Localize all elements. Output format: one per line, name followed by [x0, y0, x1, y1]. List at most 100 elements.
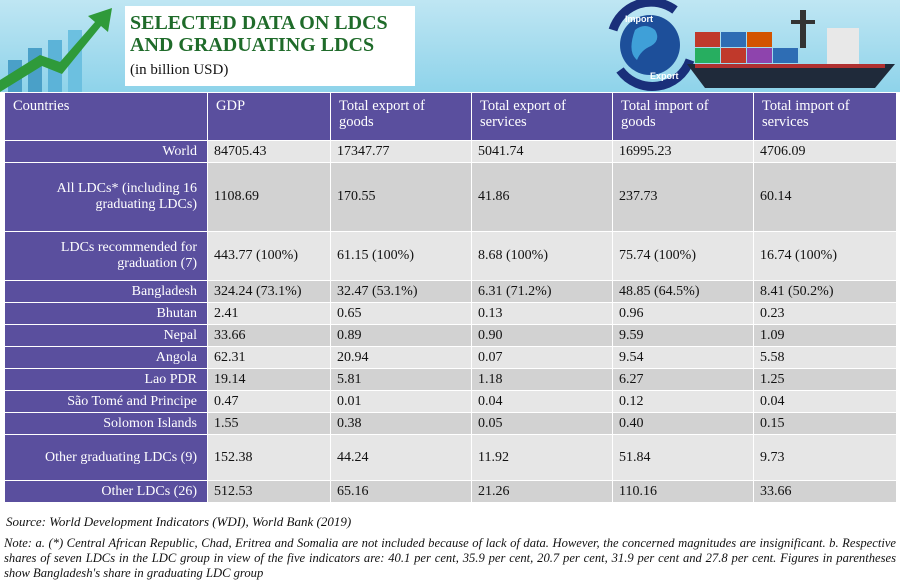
table-row: Angola 62.31 20.94 0.07 9.54 5.58 — [4, 346, 897, 369]
table-row: Nepal 33.66 0.89 0.90 9.59 1.09 — [4, 324, 897, 347]
table-row: Other graduating LDCs (9) 152.38 44.24 1… — [4, 434, 897, 481]
export-label: Export — [650, 71, 679, 81]
value-cell: 0.90 — [471, 324, 613, 347]
value-cell: 41.86 — [471, 162, 613, 232]
value-cell: 8.68 (100%) — [471, 231, 613, 281]
column-header: Total export of services — [471, 92, 613, 141]
value-cell: 0.15 — [753, 412, 897, 435]
cargo-ship-icon: Import Export — [608, 0, 895, 91]
page-subtitle: (in billion USD) — [130, 62, 229, 78]
table-header-row: Countries GDP Total export of goods Tota… — [4, 92, 897, 141]
table-row: All LDCs* (including 16 graduating LDCs)… — [4, 162, 897, 232]
value-cell: 0.05 — [471, 412, 613, 435]
value-cell: 1108.69 — [207, 162, 331, 232]
value-cell: 0.13 — [471, 302, 613, 325]
value-cell: 17347.77 — [330, 140, 472, 163]
source-note: Source: World Development Indicators (WD… — [6, 514, 352, 529]
country-cell: Other graduating LDCs (9) — [4, 434, 208, 481]
value-cell: 0.40 — [612, 412, 754, 435]
column-header: Total import of goods — [612, 92, 754, 141]
value-cell: 5041.74 — [471, 140, 613, 163]
value-cell: 33.66 — [753, 480, 897, 503]
value-cell: 170.55 — [330, 162, 472, 232]
value-cell: 1.18 — [471, 368, 613, 391]
column-header: Total import of services — [753, 92, 897, 141]
value-cell: 0.04 — [753, 390, 897, 413]
country-cell: Solomon Islands — [4, 412, 208, 435]
country-cell: LDCs recommended for graduation (7) — [4, 231, 208, 281]
value-cell: 110.16 — [612, 480, 754, 503]
value-cell: 5.58 — [753, 346, 897, 369]
table-row: Solomon Islands 1.55 0.38 0.05 0.40 0.15 — [4, 412, 897, 435]
value-cell: 19.14 — [207, 368, 331, 391]
value-cell: 0.07 — [471, 346, 613, 369]
value-cell: 512.53 — [207, 480, 331, 503]
value-cell: 6.27 — [612, 368, 754, 391]
table-row: LDCs recommended for graduation (7) 443.… — [4, 231, 897, 281]
value-cell: 20.94 — [330, 346, 472, 369]
value-cell: 75.74 (100%) — [612, 231, 754, 281]
value-cell: 44.24 — [330, 434, 472, 481]
value-cell: 51.84 — [612, 434, 754, 481]
column-header: GDP — [207, 92, 331, 141]
country-cell: Bangladesh — [4, 280, 208, 303]
value-cell: 9.54 — [612, 346, 754, 369]
value-cell: 8.41 (50.2%) — [753, 280, 897, 303]
column-header: Total export of goods — [330, 92, 472, 141]
header-banner: SELECTED DATA ON LDCS AND GRADUATING LDC… — [0, 0, 900, 92]
import-label: Import — [625, 14, 653, 24]
value-cell: 2.41 — [207, 302, 331, 325]
country-cell: Lao PDR — [4, 368, 208, 391]
country-cell: All LDCs* (including 16 graduating LDCs) — [4, 162, 208, 232]
table-row: Bangladesh 324.24 (73.1%) 32.47 (53.1%) … — [4, 280, 897, 303]
table-row: Bhutan 2.41 0.65 0.13 0.96 0.23 — [4, 302, 897, 325]
value-cell: 0.89 — [330, 324, 472, 347]
value-cell: 237.73 — [612, 162, 754, 232]
value-cell: 0.01 — [330, 390, 472, 413]
value-cell: 443.77 (100%) — [207, 231, 331, 281]
value-cell: 0.65 — [330, 302, 472, 325]
value-cell: 21.26 — [471, 480, 613, 503]
value-cell: 0.12 — [612, 390, 754, 413]
column-header: Countries — [4, 92, 208, 141]
title-box: SELECTED DATA ON LDCS AND GRADUATING LDC… — [125, 6, 415, 86]
value-cell: 9.73 — [753, 434, 897, 481]
country-cell: Angola — [4, 346, 208, 369]
value-cell: 16.74 (100%) — [753, 231, 897, 281]
footnote: Note: a. (*) Central African Republic, C… — [4, 536, 896, 580]
country-cell: São Tomé and Principe — [4, 390, 208, 413]
value-cell: 16995.23 — [612, 140, 754, 163]
value-cell: 9.59 — [612, 324, 754, 347]
country-cell: Bhutan — [4, 302, 208, 325]
table-row: Other LDCs (26) 512.53 65.16 21.26 110.1… — [4, 480, 897, 503]
value-cell: 32.47 (53.1%) — [330, 280, 472, 303]
value-cell: 152.38 — [207, 434, 331, 481]
value-cell: 11.92 — [471, 434, 613, 481]
value-cell: 0.04 — [471, 390, 613, 413]
value-cell: 4706.09 — [753, 140, 897, 163]
value-cell: 33.66 — [207, 324, 331, 347]
country-cell: Other LDCs (26) — [4, 480, 208, 503]
value-cell: 6.31 (71.2%) — [471, 280, 613, 303]
value-cell: 0.47 — [207, 390, 331, 413]
ldc-data-table: Countries GDP Total export of goods Tota… — [4, 92, 897, 503]
value-cell: 1.09 — [753, 324, 897, 347]
value-cell: 324.24 (73.1%) — [207, 280, 331, 303]
value-cell: 0.38 — [330, 412, 472, 435]
page-title: SELECTED DATA ON LDCS AND GRADUATING LDC… — [130, 12, 388, 56]
value-cell: 0.23 — [753, 302, 897, 325]
value-cell: 0.96 — [612, 302, 754, 325]
value-cell: 1.55 — [207, 412, 331, 435]
country-cell: Nepal — [4, 324, 208, 347]
value-cell: 1.25 — [753, 368, 897, 391]
value-cell: 65.16 — [330, 480, 472, 503]
country-cell: World — [4, 140, 208, 163]
value-cell: 48.85 (64.5%) — [612, 280, 754, 303]
value-cell: 60.14 — [753, 162, 897, 232]
growth-chart-icon — [0, 8, 112, 92]
table-row: World 84705.43 17347.77 5041.74 16995.23… — [4, 140, 897, 163]
table-row: Lao PDR 19.14 5.81 1.18 6.27 1.25 — [4, 368, 897, 391]
value-cell: 84705.43 — [207, 140, 331, 163]
value-cell: 62.31 — [207, 346, 331, 369]
table-row: São Tomé and Principe 0.47 0.01 0.04 0.1… — [4, 390, 897, 413]
